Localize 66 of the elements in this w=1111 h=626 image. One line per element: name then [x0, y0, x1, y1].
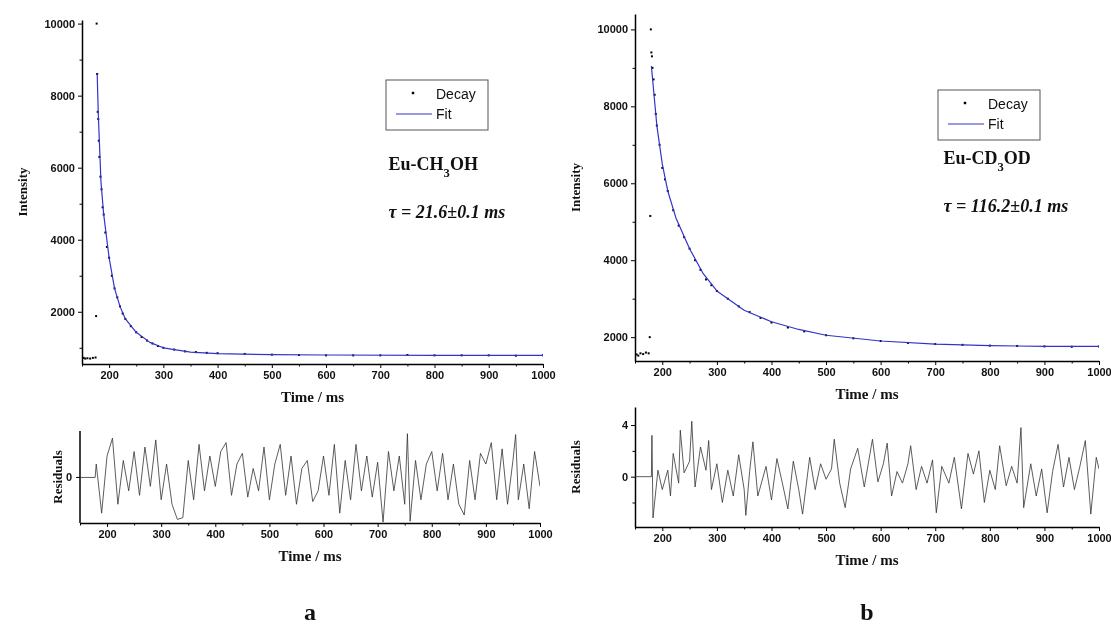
x-tick-label: 600: [871, 365, 891, 378]
y-axis-title: Residuals: [568, 440, 583, 494]
x-tick-label: 1000: [1087, 365, 1111, 378]
y-tick-label: 6000: [50, 161, 75, 174]
y-axis-title: Intensity: [15, 166, 30, 217]
x-tick-label: 600: [314, 527, 334, 540]
x-tick-label: 500: [817, 365, 836, 378]
text: a: [304, 599, 316, 625]
text: b: [860, 599, 874, 625]
y-tick-label: 4000: [50, 233, 75, 246]
x-tick-label: 200: [653, 531, 672, 544]
x-tick-label: 200: [98, 527, 117, 540]
y-tick-label: 4: [621, 419, 629, 432]
x-tick-label: 800: [981, 531, 1000, 544]
legend-label: Fit: [988, 116, 1004, 132]
x-axis-title: Time / ms: [278, 548, 342, 564]
x-tick-label: 700: [926, 365, 945, 378]
x-tick-label: 200: [653, 365, 672, 378]
x-tick-label: 800: [423, 527, 442, 540]
x-tick-label: 200: [100, 368, 119, 381]
y-tick-label: 4000: [603, 254, 628, 267]
y-tick-label: 8000: [603, 100, 628, 113]
x-tick-label: 500: [260, 527, 280, 540]
x-tick-label: 700: [368, 527, 388, 540]
x-tick-label: 400: [762, 365, 782, 378]
y-tick-label: 10000: [44, 17, 75, 30]
y-tick-label: 6000: [603, 177, 628, 190]
legend-label: Decay: [436, 86, 476, 102]
y-tick-label: 2000: [603, 331, 628, 344]
x-tick-label: 400: [208, 368, 228, 381]
x-tick-label: 900: [477, 527, 496, 540]
annotation: τ = 116.2±0.1 ms: [943, 196, 1069, 216]
x-tick-label: 700: [926, 531, 945, 544]
x-tick-label: 600: [317, 368, 336, 381]
x-tick-label: 1000: [1087, 531, 1111, 544]
annotation: τ = 21.6±0.1 ms: [388, 202, 506, 222]
x-tick-label: 800: [981, 365, 1000, 378]
x-tick-label: 300: [708, 531, 727, 544]
y-axis-title: Intensity: [568, 162, 583, 213]
x-tick-label: 800: [425, 368, 445, 381]
x-tick-label: 1000: [531, 368, 556, 381]
x-tick-label: 900: [480, 368, 499, 381]
x-tick-label: 400: [762, 531, 782, 544]
x-tick-label: 900: [1035, 365, 1055, 378]
y-tick-label: 10000: [597, 23, 628, 36]
annotation: Eu-CH$_{3}$OH: [388, 154, 478, 180]
x-tick-label: 300: [708, 365, 727, 378]
y-tick-label: 8000: [50, 89, 75, 102]
y-tick-label: 2000: [50, 305, 75, 318]
x-tick-label: 400: [206, 527, 225, 540]
x-axis-title: Time / ms: [280, 389, 345, 405]
x-tick-label: 300: [152, 527, 171, 540]
y-tick-label: 0: [621, 470, 628, 483]
x-tick-label: 600: [871, 531, 891, 544]
x-tick-label: 500: [817, 531, 836, 544]
annotation: Eu-CD$_{3}$OD: [943, 148, 1031, 174]
x-tick-label: 300: [154, 368, 174, 381]
legend-label: Decay: [988, 96, 1028, 112]
y-axis-title: Residuals: [50, 450, 65, 504]
x-tick-label: 700: [371, 368, 390, 381]
x-axis-title: Time / ms: [835, 552, 899, 568]
x-tick-label: 1000: [528, 527, 553, 540]
x-tick-label: 500: [263, 368, 282, 381]
x-tick-label: 900: [1035, 531, 1055, 544]
x-axis-title: Time / ms: [835, 386, 899, 402]
legend-label: Fit: [436, 106, 452, 122]
